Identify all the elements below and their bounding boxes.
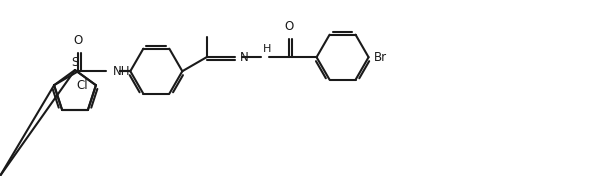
Text: Cl: Cl — [76, 79, 88, 92]
Text: S: S — [71, 56, 79, 69]
Text: H: H — [263, 44, 271, 54]
Text: O: O — [284, 20, 293, 33]
Text: N: N — [240, 51, 248, 64]
Text: NH: NH — [113, 65, 131, 78]
Text: Br: Br — [373, 51, 387, 64]
Text: O: O — [74, 34, 83, 47]
